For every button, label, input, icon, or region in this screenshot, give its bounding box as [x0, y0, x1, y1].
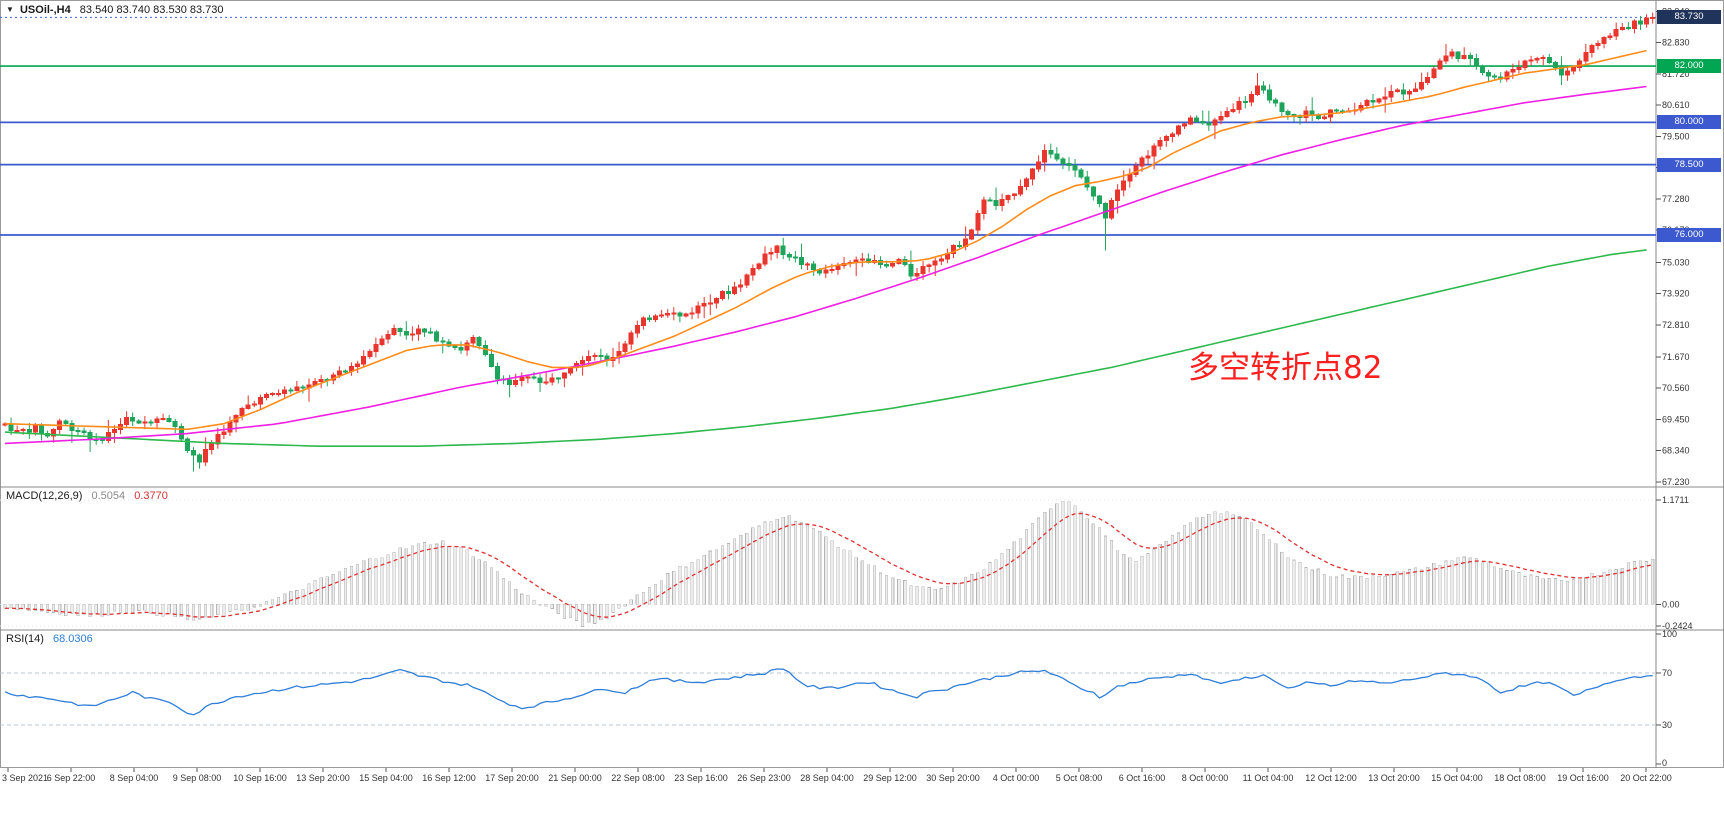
svg-text:0.00: 0.00: [1662, 599, 1680, 609]
svg-text:77.280: 77.280: [1662, 194, 1690, 204]
svg-text:13 Sep 20:00: 13 Sep 20:00: [296, 773, 350, 783]
rsi-indicator-label: RSI(14) 68.0306: [6, 633, 93, 645]
hline-82-badge[interactable]: 82.000: [1657, 59, 1721, 74]
svg-text:100: 100: [1662, 629, 1677, 639]
svg-text:70.560: 70.560: [1662, 383, 1690, 393]
macd-signal-value: 0.3770: [134, 490, 168, 502]
svg-text:19 Oct 16:00: 19 Oct 16:00: [1557, 773, 1609, 783]
svg-text:1.1711: 1.1711: [1662, 495, 1689, 505]
hline-76-badge[interactable]: 76.000: [1657, 228, 1721, 243]
svg-text:16 Sep 12:00: 16 Sep 12:00: [422, 773, 476, 783]
svg-text:13 Oct 20:00: 13 Oct 20:00: [1368, 773, 1420, 783]
svg-text:29 Sep 12:00: 29 Sep 12:00: [863, 773, 917, 783]
svg-text:17 Sep 20:00: 17 Sep 20:00: [485, 773, 539, 783]
svg-text:15 Sep 04:00: 15 Sep 04:00: [359, 773, 413, 783]
hline-80-badge[interactable]: 80.000: [1657, 115, 1721, 130]
svg-text:71.670: 71.670: [1662, 352, 1690, 362]
svg-text:21 Sep 00:00: 21 Sep 00:00: [548, 773, 602, 783]
svg-text:5 Oct 08:00: 5 Oct 08:00: [1056, 773, 1103, 783]
hline-785-badge[interactable]: 78.500: [1657, 157, 1721, 172]
svg-text:12 Oct 12:00: 12 Oct 12:00: [1305, 773, 1357, 783]
svg-text:10 Sep 16:00: 10 Sep 16:00: [233, 773, 287, 783]
chart-title: ▼ USOil-,H4 83.540 83.740 83.530 83.730: [6, 4, 224, 16]
svg-text:67.230: 67.230: [1662, 477, 1690, 487]
svg-text:20 Oct 22:00: 20 Oct 22:00: [1620, 773, 1672, 783]
svg-text:18 Oct 08:00: 18 Oct 08:00: [1494, 773, 1546, 783]
svg-text:23 Sep 16:00: 23 Sep 16:00: [674, 773, 728, 783]
current-price-badge: 83.730: [1657, 10, 1721, 25]
svg-text:81.720: 81.720: [1662, 69, 1690, 79]
svg-text:0: 0: [1662, 758, 1667, 768]
svg-text:80.610: 80.610: [1662, 100, 1690, 110]
collapse-icon[interactable]: ▼: [6, 5, 14, 14]
svg-text:6 Oct 16:00: 6 Oct 16:00: [1119, 773, 1166, 783]
svg-text:8 Oct 00:00: 8 Oct 00:00: [1182, 773, 1229, 783]
svg-text:30 Sep 20:00: 30 Sep 20:00: [926, 773, 980, 783]
symbol-period-label: USOil-,H4: [19, 4, 71, 16]
svg-text:6 Sep 22:00: 6 Sep 22:00: [47, 773, 96, 783]
macd-main-value: 0.5054: [91, 490, 126, 502]
svg-text:4 Oct 00:00: 4 Oct 00:00: [993, 773, 1040, 783]
svg-text:22 Sep 08:00: 22 Sep 08:00: [611, 773, 665, 783]
svg-text:79.500: 79.500: [1662, 131, 1690, 141]
svg-text:3 Sep 2021: 3 Sep 2021: [2, 773, 48, 783]
svg-text:70: 70: [1662, 668, 1672, 678]
svg-text:28 Sep 04:00: 28 Sep 04:00: [800, 773, 854, 783]
svg-text:69.450: 69.450: [1662, 414, 1690, 424]
svg-text:72.810: 72.810: [1662, 320, 1690, 330]
rsi-name: RSI(14): [6, 633, 44, 645]
svg-text:9 Sep 08:00: 9 Sep 08:00: [173, 773, 222, 783]
svg-text:8 Sep 04:00: 8 Sep 04:00: [110, 773, 159, 783]
svg-text:11 Oct 04:00: 11 Oct 04:00: [1243, 773, 1294, 783]
svg-text:82.830: 82.830: [1662, 38, 1690, 48]
svg-text:-0.2424: -0.2424: [1662, 621, 1693, 631]
svg-text:15 Oct 04:00: 15 Oct 04:00: [1431, 773, 1483, 783]
rsi-value: 68.0306: [52, 633, 93, 645]
macd-indicator-label: MACD(12,26,9) 0.5054 0.3770: [6, 490, 168, 502]
svg-text:30: 30: [1662, 720, 1672, 730]
ohlc-values: 83.540 83.740 83.530 83.730: [79, 4, 224, 16]
svg-text:68.340: 68.340: [1662, 446, 1690, 456]
svg-text:26 Sep 23:00: 26 Sep 23:00: [737, 773, 791, 783]
svg-text:73.920: 73.920: [1662, 289, 1690, 299]
annotation-text[interactable]: 多空转折点82: [1188, 350, 1383, 386]
macd-name: MACD(12,26,9): [6, 490, 83, 502]
svg-text:75.030: 75.030: [1662, 257, 1690, 267]
